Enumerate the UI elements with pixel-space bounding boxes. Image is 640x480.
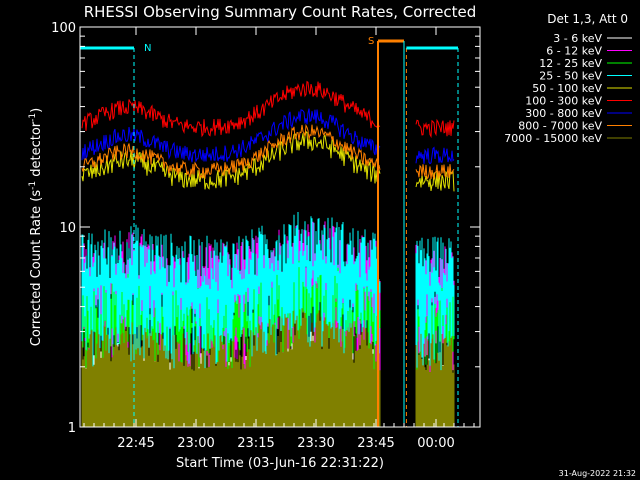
- x-axis: 22:45 23:00 23:15 23:30 23:45 00:00: [83, 27, 475, 451]
- legend-title: Det 1,3, Att 0: [547, 12, 628, 26]
- y-axis-label-sup1: -1: [28, 181, 38, 190]
- y-tick-label: 100: [51, 21, 76, 36]
- legend-label: 3 - 6 keV: [553, 32, 602, 45]
- y-tick-label: 10: [59, 221, 76, 236]
- legend-label: 12 - 25 keV: [539, 57, 602, 70]
- y-axis-label-sup2: -1: [28, 113, 38, 122]
- annotation-layer: NS: [80, 36, 459, 427]
- legend-label: 300 - 800 keV: [525, 107, 602, 120]
- y-axis-label-end: ): [29, 108, 44, 113]
- series-line: [81, 80, 381, 138]
- series-line: [81, 123, 381, 180]
- y-tick-label: 1: [68, 421, 76, 436]
- night-label: N: [144, 43, 151, 54]
- series-line: [81, 108, 381, 163]
- x-tick-label: 23:15: [237, 436, 274, 451]
- timestamp: 31-Aug-2022 21:32: [559, 469, 636, 478]
- series-line: [415, 146, 455, 165]
- series-50-100-kev: [81, 130, 455, 192]
- x-tick-label: 00:00: [417, 436, 454, 451]
- plot-area: NS: [79, 26, 481, 428]
- y-axis-label-mid: detector: [29, 121, 44, 181]
- series-300-800-kev: [81, 108, 455, 165]
- y-axis-label-main: Corrected Count Rate (s: [29, 190, 44, 347]
- legend-label: 100 - 300 keV: [525, 95, 602, 108]
- x-tick-label: 23:45: [357, 436, 394, 451]
- series-line: [81, 130, 381, 190]
- series-line: [415, 169, 455, 192]
- series-7000-15000-kev: [81, 308, 455, 427]
- legend-label: 7000 - 15000 keV: [504, 132, 602, 145]
- legend-label: 50 - 100 keV: [532, 82, 602, 95]
- chart-title: RHESSI Observing Summary Count Rates, Co…: [84, 3, 477, 21]
- series-line: [415, 164, 455, 180]
- series-layer: [81, 80, 455, 427]
- series-line: [415, 118, 455, 139]
- legend-label: 800 - 7000 keV: [518, 120, 602, 133]
- y-axis-label: Corrected Count Rate (s-1 detector-1): [28, 108, 44, 346]
- series-800-7000-kev: [81, 123, 455, 180]
- x-tick-label: 23:00: [177, 436, 214, 451]
- series-100-300-kev: [81, 80, 455, 139]
- legend-label: 25 - 50 keV: [539, 70, 602, 83]
- x-tick-label: 23:30: [297, 436, 334, 451]
- legend-label: 6 - 12 keV: [546, 45, 602, 58]
- y-axis: 1 10 100: [51, 21, 480, 436]
- x-axis-label: Start Time (03-Jun-16 22:31:22): [176, 456, 384, 471]
- saa-label: S: [368, 36, 374, 47]
- x-tick-label: 22:45: [117, 436, 154, 451]
